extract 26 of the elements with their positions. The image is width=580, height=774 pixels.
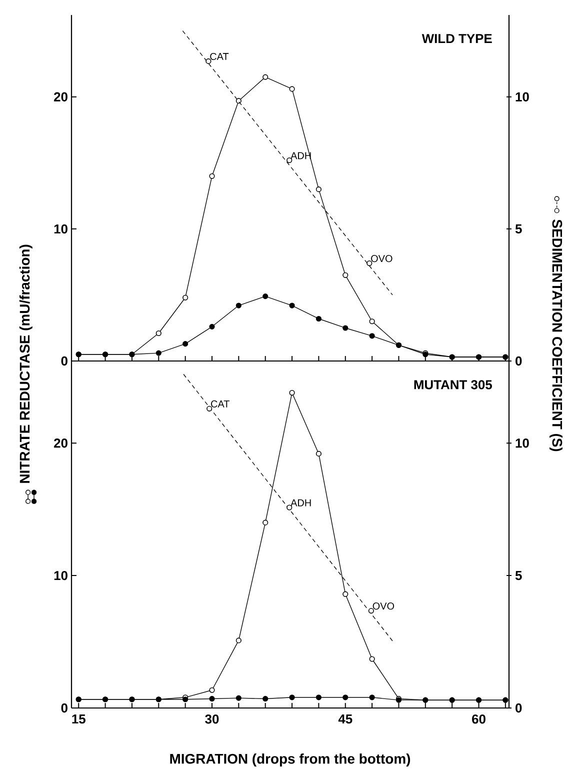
annotation: CAT (210, 52, 229, 60)
y2-tick-label: 0 (516, 356, 522, 366)
y2-axis-title: SEDIMENTATION COEFFICIENT (S) (550, 220, 563, 452)
y-tick-label: 20 (54, 92, 68, 102)
y2-tick-label: 0 (516, 703, 522, 713)
y-tick-label: 10 (54, 224, 68, 234)
y2-tick-label: 5 (515, 571, 522, 580)
text: MUTANT 305 (414, 380, 492, 390)
text: WILD TYPE (422, 34, 492, 43)
x-axis-title: MIGRATION (drops from the bottom) (170, 753, 410, 766)
y-tick-label: 10 (54, 570, 68, 580)
y-axis-title: NITRATE REDUCTASE (mU/fraction) (19, 244, 32, 483)
x-tick-label: 30 (205, 714, 219, 724)
y-tick-label: 20 (54, 438, 68, 448)
annotation: OVO (371, 255, 392, 262)
x-tick-label: 15 (72, 714, 86, 724)
annotation: CAT (211, 400, 230, 408)
y2-tick-label: 10 (516, 438, 529, 448)
x-tick-label: 60 (472, 714, 486, 724)
y-tick-label: 0 (61, 703, 68, 713)
annotation: ADH (290, 499, 311, 506)
x-tick-label: 45 (338, 714, 352, 724)
y2-tick-label: 5 (515, 224, 522, 234)
y2-tick-label: 10 (516, 92, 529, 102)
y-tick-label: 0 (61, 356, 68, 366)
annotation: OVO (372, 602, 394, 610)
